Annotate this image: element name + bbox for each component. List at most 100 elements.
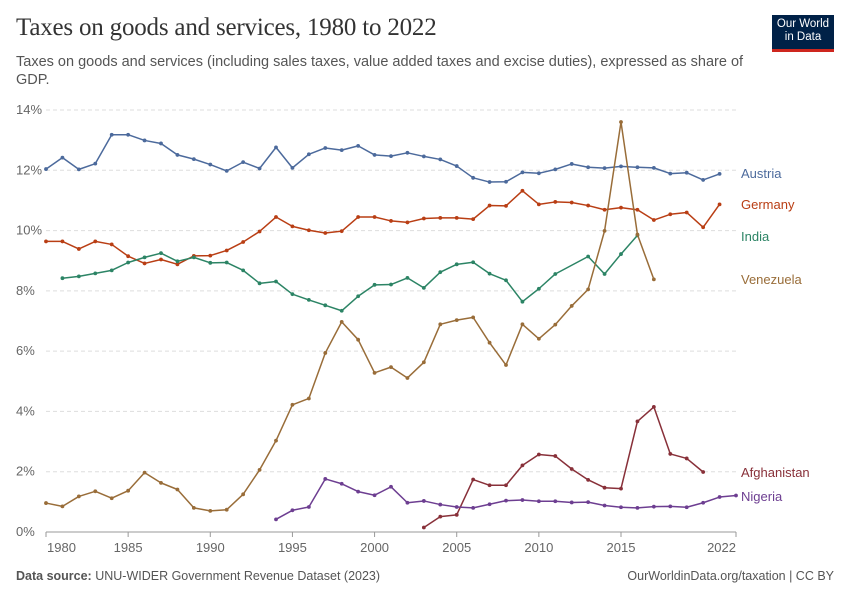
data-point [323, 231, 328, 235]
data-point [734, 493, 738, 498]
data-point [339, 148, 344, 152]
data-point [487, 271, 492, 276]
x-tick-label: 1990 [196, 540, 225, 555]
data-point [356, 215, 361, 219]
data-point [619, 120, 623, 124]
data-point [438, 270, 443, 275]
data-point [651, 277, 656, 282]
data-point [438, 157, 443, 162]
data-point [619, 205, 623, 210]
y-tick-label: 8% [16, 283, 35, 298]
data-point [602, 272, 607, 276]
owid-logo[interactable]: Our World in Data [772, 15, 834, 52]
data-point [306, 228, 311, 233]
data-source: Data source: UNU-WIDER Government Revenu… [16, 569, 380, 583]
series-line [45, 121, 655, 512]
data-point [109, 242, 114, 247]
data-point [536, 202, 541, 207]
series-line [46, 190, 721, 266]
series-line [62, 234, 638, 312]
data-point [76, 247, 81, 251]
data-point [175, 259, 180, 264]
data-point [454, 164, 459, 168]
data-point [274, 517, 278, 522]
data-point [241, 492, 246, 497]
data-point [224, 260, 229, 265]
data-point [668, 452, 673, 456]
data-point [651, 218, 656, 222]
data-point [339, 308, 344, 313]
data-point [372, 493, 377, 498]
data-point [701, 178, 706, 182]
data-point [454, 216, 459, 220]
data-point [569, 467, 574, 471]
data-point [175, 487, 180, 492]
data-point [635, 232, 640, 237]
y-tick-label: 2% [16, 464, 35, 479]
data-point [306, 298, 311, 302]
data-point [191, 505, 196, 510]
y-tick-label: 0% [16, 524, 35, 539]
data-point [635, 419, 640, 424]
data-point [602, 166, 607, 171]
data-point [93, 161, 98, 166]
data-point [191, 255, 196, 260]
data-point [602, 228, 607, 233]
data-point [372, 282, 377, 287]
y-tick-label: 14% [16, 102, 42, 117]
data-point [257, 281, 262, 286]
data-point [586, 287, 591, 292]
data-point [471, 175, 476, 180]
data-point [323, 351, 328, 355]
data-point [504, 363, 508, 367]
x-tick-label: 2015 [607, 540, 636, 555]
data-point [438, 514, 443, 519]
data-point [520, 188, 525, 193]
data-point [471, 260, 476, 265]
data-point [175, 262, 180, 267]
data-point [651, 504, 656, 509]
data-point [438, 216, 443, 220]
data-point [602, 503, 607, 508]
data-point [553, 272, 558, 276]
data-point [651, 405, 656, 409]
data-point [421, 154, 426, 159]
data-point [323, 477, 328, 481]
data-point [504, 278, 508, 283]
data-point [569, 304, 574, 308]
data-point [717, 172, 722, 176]
data-source-text[interactable]: UNU-WIDER Government Revenue Dataset (20… [91, 569, 381, 583]
data-point [553, 454, 558, 458]
data-point [487, 483, 492, 488]
data-point [701, 470, 706, 474]
x-tick-label: 2000 [360, 540, 389, 555]
data-point [290, 292, 295, 297]
data-point [109, 132, 114, 137]
data-point [569, 162, 574, 166]
series-label: Venezuela [741, 272, 802, 287]
data-point [274, 279, 278, 284]
data-point [553, 167, 558, 172]
data-point [635, 165, 640, 170]
series-afghanistan [421, 405, 706, 530]
series-austria [44, 132, 722, 184]
data-point [635, 505, 640, 510]
data-point [339, 320, 344, 324]
data-point [471, 477, 476, 482]
credit-link[interactable]: OurWorldinData.org/taxation | CC BY [627, 569, 834, 583]
y-tick-label: 10% [16, 223, 42, 238]
data-point [536, 336, 541, 341]
x-tick-label: 2010 [524, 540, 553, 555]
data-point [224, 248, 229, 253]
data-point [421, 525, 426, 530]
data-point [454, 505, 459, 509]
data-point [60, 239, 65, 244]
data-point [159, 257, 163, 262]
data-point [175, 153, 180, 157]
data-point [290, 508, 295, 513]
data-point [553, 200, 558, 204]
data-point [504, 483, 508, 488]
data-point [684, 456, 689, 461]
data-point [208, 509, 213, 513]
series-line [423, 406, 704, 529]
